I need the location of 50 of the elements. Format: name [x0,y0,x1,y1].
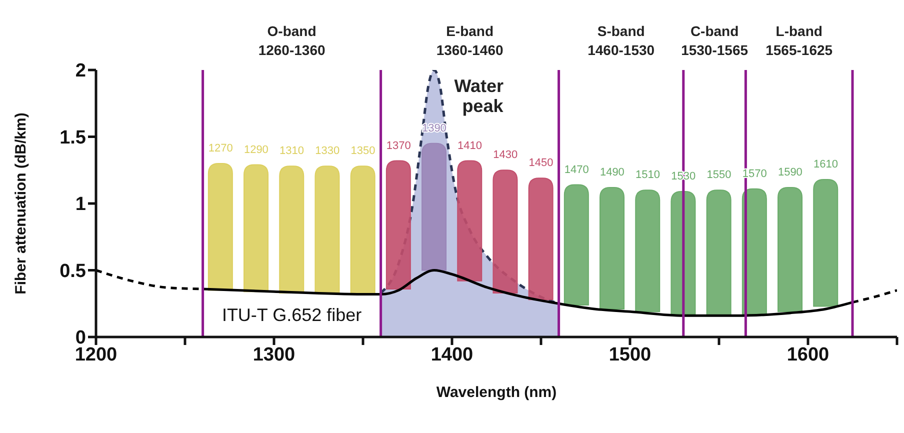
annotation: 1290 [244,144,268,156]
y-tick-label: 0.5 [60,260,86,282]
bar [208,162,233,291]
bar [457,160,482,282]
text: E-band 1360-1460 [436,23,504,58]
x-tick-label: 1600 [786,344,830,366]
bar [314,166,340,294]
annotation: 1410 [458,140,482,152]
bar [813,178,838,307]
bar [564,184,589,306]
x-tick-label: 1400 [430,344,474,366]
annotation: 1590 [778,166,802,178]
x-tick-label: 1200 [74,344,118,366]
text: O-band 1260-1360 [258,23,326,58]
annotation: 1330 [315,145,340,158]
annotation: 1310 [280,145,304,158]
y-tick-label: 1 [75,194,86,216]
bar [492,170,518,294]
y-tick-label: 1.5 [60,127,86,148]
annotation: 1350 [350,145,376,158]
annotation: 1370 [386,140,411,152]
bar [244,164,269,292]
bar [635,190,660,312]
bar [350,166,376,295]
x-tick-label: 1500 [608,344,652,366]
annotation: 1470 [564,164,589,176]
annotation: 1270 [208,142,233,154]
annotation: 1490 [600,166,624,178]
text: L-band 1565-1625 [766,23,833,58]
text: C-band 1530-1565 [681,23,748,58]
annotation: 1610 [814,158,838,170]
annotation: 1390 [422,122,446,134]
annotation: ITU-T G.652 fiber [222,305,362,325]
bar [386,160,411,290]
bar [422,142,447,271]
bar [778,186,803,312]
x-axis-title: Wavelength (nm) [436,384,557,401]
x-tick-label: 1300 [252,344,296,366]
annotation: 1450 [528,157,554,170]
text: S-band 1460-1530 [588,23,655,58]
annotation: 1430 [493,149,518,162]
bar [528,178,554,300]
bar [600,186,625,310]
y-axis-title: Fiber attenuation (dB/km) [12,112,30,294]
bar [279,166,304,294]
y-tick-label: 2 [75,60,86,82]
annotation: 1550 [706,169,732,182]
series-label: Water peak [454,76,504,116]
bar [706,190,732,316]
annotation: 1510 [636,169,660,182]
